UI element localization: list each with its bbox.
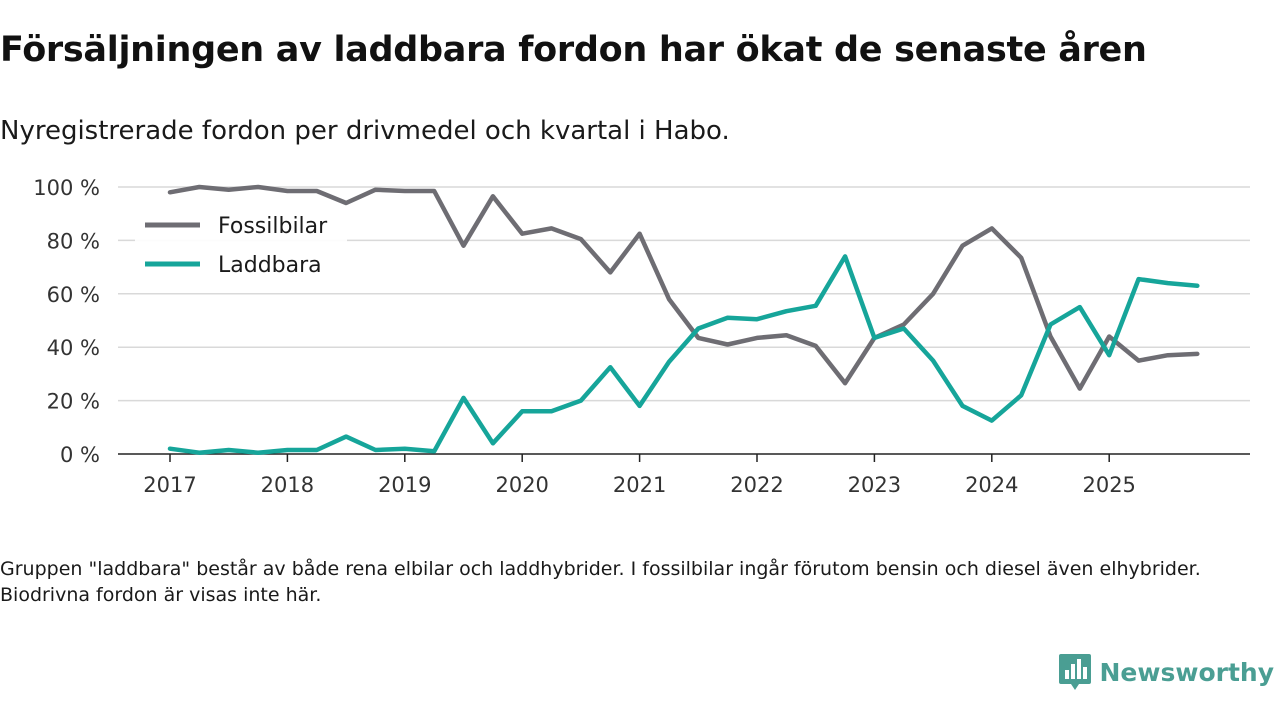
line-chart: 0 % 20 % 40 % 60 % 80 % 100 % 2017 2018 2019 202… xyxy=(33,176,1250,497)
newsworthy-logo-icon xyxy=(1058,654,1091,690)
legend-label: Fossilbilar xyxy=(218,214,328,239)
x-tick-label: 2020 xyxy=(495,473,548,497)
legend: Fossilbilar Laddbara xyxy=(135,206,347,290)
legend-background xyxy=(135,206,347,290)
brand-name: Newsworthy xyxy=(1099,657,1275,687)
series-line-fossilbilar xyxy=(167,184,1200,391)
y-tick-label: 40 % xyxy=(47,336,100,360)
y-axis-tick-labels: 0 % 20 % 40 % 60 % 80 % 100 % xyxy=(33,176,100,467)
y-tick-label: 80 % xyxy=(47,229,100,253)
y-tick-label: 60 % xyxy=(47,283,100,307)
y-tick-label: 100 % xyxy=(33,176,100,200)
legend-label: Laddbara xyxy=(218,253,322,278)
y-tick-label: 20 % xyxy=(47,390,100,414)
footnote: Gruppen "laddbara" består av både rena e… xyxy=(0,558,1201,606)
x-tick-label: 2017 xyxy=(143,473,196,497)
y-tick-label: 0 % xyxy=(60,443,100,467)
x-tick-label: 2025 xyxy=(1082,473,1135,497)
chart-subtitle: Nyregistrerade fordon per drivmedel och … xyxy=(0,116,730,146)
x-tick-label: 2021 xyxy=(613,473,666,497)
x-axis: 2017 2018 2019 2020 2021 2022 2023 2024 2025 xyxy=(118,453,1250,497)
brand-logo: Newsworthy xyxy=(1058,652,1275,692)
x-tick-label: 2018 xyxy=(261,473,314,497)
chart-title: Försäljningen av laddbara fordon har öka… xyxy=(0,30,1147,70)
series-line-laddbara xyxy=(167,254,1200,455)
x-tick-label: 2023 xyxy=(848,473,901,497)
series-lines xyxy=(167,184,1200,455)
x-tick-label: 2019 xyxy=(378,473,431,497)
x-tick-label: 2024 xyxy=(965,473,1018,497)
x-tick-label: 2022 xyxy=(730,473,783,497)
